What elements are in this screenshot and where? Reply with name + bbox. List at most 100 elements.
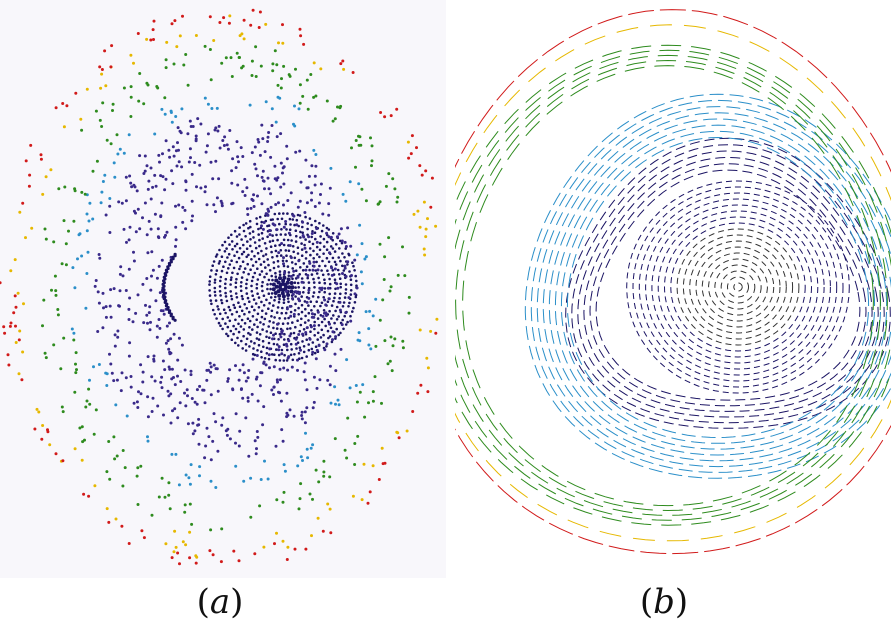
- scatter-point: [56, 313, 60, 317]
- scatter-point: [298, 149, 302, 153]
- scatter-point: [340, 239, 344, 243]
- scatter-point: [136, 406, 140, 409]
- core-point: [331, 232, 335, 235]
- core-point: [349, 278, 353, 282]
- scatter-point: [396, 195, 400, 199]
- core-point: [270, 353, 274, 356]
- scatter-point: [73, 286, 77, 290]
- core-point: [245, 247, 249, 250]
- core-point: [243, 303, 246, 306]
- scatter-point: [143, 154, 147, 158]
- scatter-point: [108, 352, 111, 356]
- scatter-point: [351, 494, 355, 498]
- scatter-point: [407, 311, 411, 315]
- scatter-point: [350, 274, 353, 277]
- scatter-point: [174, 244, 177, 248]
- scatter-point: [393, 337, 397, 341]
- scatter-point: [320, 286, 324, 290]
- scatter-point: [322, 470, 326, 474]
- core-point: [282, 212, 285, 215]
- core-point: [313, 231, 317, 234]
- scatter-point: [325, 99, 329, 103]
- caption-b-letter: b: [653, 582, 675, 622]
- scatter-point: [169, 392, 173, 396]
- scatter-point: [129, 85, 133, 89]
- scatter-point: [146, 355, 150, 359]
- core-point: [291, 267, 295, 270]
- core-point: [294, 262, 298, 266]
- scatter-point: [305, 300, 309, 304]
- core-point: [213, 278, 217, 282]
- scatter-point: [360, 187, 364, 191]
- scatter-point: [101, 326, 105, 330]
- core-point: [288, 228, 292, 231]
- scatter-point: [115, 133, 119, 137]
- core-point: [308, 240, 311, 243]
- scatter-point: [297, 333, 301, 336]
- scatter-point: [104, 213, 108, 217]
- core-point: [333, 250, 337, 253]
- scatter-point: [285, 415, 289, 419]
- scatter-point: [241, 64, 245, 68]
- scatter-point: [366, 501, 370, 505]
- core-point: [229, 290, 232, 293]
- core-point: [217, 321, 221, 325]
- core-point: [238, 247, 242, 250]
- scatter-point: [315, 348, 319, 352]
- scatter-point: [71, 266, 75, 270]
- scatter-point: [306, 274, 310, 277]
- core-point: [307, 343, 311, 346]
- scatter-point: [177, 160, 181, 164]
- core-point: [242, 223, 245, 227]
- scatter-point: [188, 530, 192, 534]
- core-point: [305, 355, 309, 358]
- scatter-point: [267, 353, 271, 357]
- core-point: [211, 264, 214, 268]
- scatter-point: [292, 312, 296, 316]
- scatter-point: [129, 385, 133, 389]
- scatter-point: [331, 330, 335, 334]
- scatter-point: [136, 466, 140, 470]
- scatter-point: [154, 299, 158, 303]
- scatter-point: [312, 148, 316, 152]
- scatter-point: [357, 331, 361, 335]
- core-point: [232, 303, 235, 307]
- scatter-point: [234, 464, 238, 468]
- scatter-point: [308, 492, 312, 496]
- scatter-point: [176, 358, 180, 362]
- scatter-point: [363, 415, 367, 419]
- core-point: [300, 303, 304, 307]
- scatter-point: [98, 256, 102, 260]
- scatter-point: [316, 268, 320, 272]
- scatter-point: [88, 402, 92, 406]
- scatter-point: [274, 120, 278, 124]
- core-point: [249, 268, 252, 272]
- core-point: [250, 250, 254, 253]
- scatter-point: [88, 378, 91, 382]
- core-point: [224, 282, 227, 286]
- scatter-point: [167, 148, 171, 152]
- scatter-point: [122, 151, 126, 155]
- scatter-point: [155, 324, 159, 328]
- scatter-point: [282, 256, 285, 260]
- scatter-point: [286, 545, 290, 549]
- core-point: [231, 248, 234, 251]
- core-point: [330, 340, 334, 344]
- scatter-point: [349, 244, 353, 248]
- core-point: [251, 352, 255, 356]
- scatter-point: [426, 366, 430, 370]
- scatter-point: [7, 363, 11, 367]
- scatter-point: [318, 378, 322, 382]
- core-point: [319, 241, 322, 245]
- core-point: [343, 296, 347, 299]
- scatter-point: [253, 552, 257, 556]
- core-point: [254, 302, 258, 305]
- scatter-point: [139, 363, 143, 367]
- scatter-point: [222, 16, 226, 20]
- scatter-point: [262, 545, 266, 549]
- core-point: [230, 338, 234, 342]
- scatter-point: [303, 211, 307, 214]
- core-point: [282, 243, 286, 247]
- scatter-point: [274, 203, 278, 206]
- core-point: [282, 343, 286, 347]
